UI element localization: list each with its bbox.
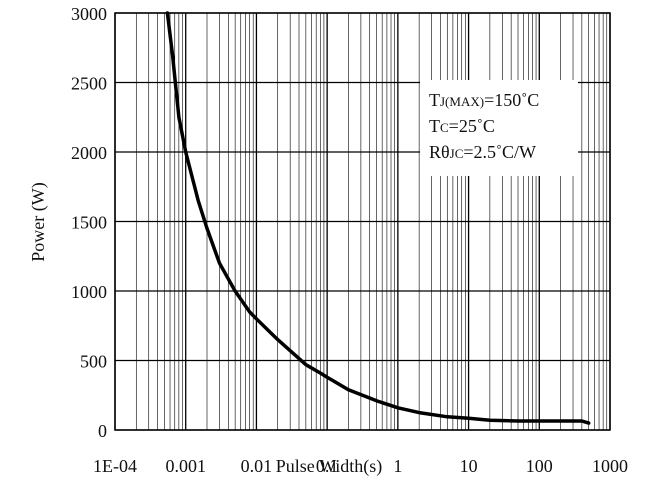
annotation-line-2-rest: =25˚C — [449, 116, 495, 136]
x-tick-label: 1 — [393, 456, 402, 476]
x-tick-label: 0.001 — [165, 456, 206, 476]
x-axis-ticks: 1E-04 0.001 0.01 0.1 1 10 100 1000 — [93, 456, 628, 476]
y-tick-label: 1500 — [71, 213, 107, 233]
y-tick-label: 2000 — [71, 143, 107, 163]
annotation-line-1-rest: =150˚C — [484, 90, 539, 110]
y-tick-label: 3000 — [71, 4, 107, 24]
annotation-background — [420, 80, 578, 176]
y-axis-ticks: 0 500 1000 1500 2000 2500 3000 — [71, 4, 107, 441]
annotation-line-2-main: T — [429, 116, 440, 136]
annotation-line-2-sub: C — [440, 120, 449, 135]
x-tick-label: 0.1 — [316, 456, 339, 476]
x-tick-label: 100 — [526, 456, 553, 476]
annotation-line-1: TJ(MAX)=150˚C — [429, 90, 539, 110]
annotation-line-3-rest: =2.5˚C/W — [463, 142, 536, 162]
x-tick-label: 1E-04 — [93, 456, 137, 476]
y-tick-label: 0 — [98, 421, 107, 441]
power-curve — [165, 11, 591, 425]
annotation-line-3-main: Rθ — [429, 142, 450, 162]
plot-frame — [114, 12, 611, 431]
x-axis-title: Pulse Width(s) — [276, 456, 382, 477]
x-tick-label: 10 — [460, 456, 478, 476]
x-tick-label: 1000 — [592, 456, 628, 476]
y-tick-label: 2500 — [71, 74, 107, 94]
y-tick-label: 1000 — [71, 282, 107, 302]
annotation-line-2: TC=25˚C — [429, 116, 495, 136]
annotation-box: TJ(MAX)=150˚C TC=25˚C RθJC=2.5˚C/W — [420, 80, 578, 176]
annotation-line-1-main: T — [429, 90, 440, 110]
annotation-line-3-sub: JC — [450, 146, 464, 161]
annotation-line-1-sub: J(MAX) — [440, 94, 484, 109]
annotation-line-3: RθJC=2.5˚C/W — [429, 142, 536, 162]
y-tick-label: 500 — [80, 352, 107, 372]
x-tick-label: 0.01 — [241, 456, 273, 476]
y-axis-title: Power (W) — [28, 182, 49, 261]
